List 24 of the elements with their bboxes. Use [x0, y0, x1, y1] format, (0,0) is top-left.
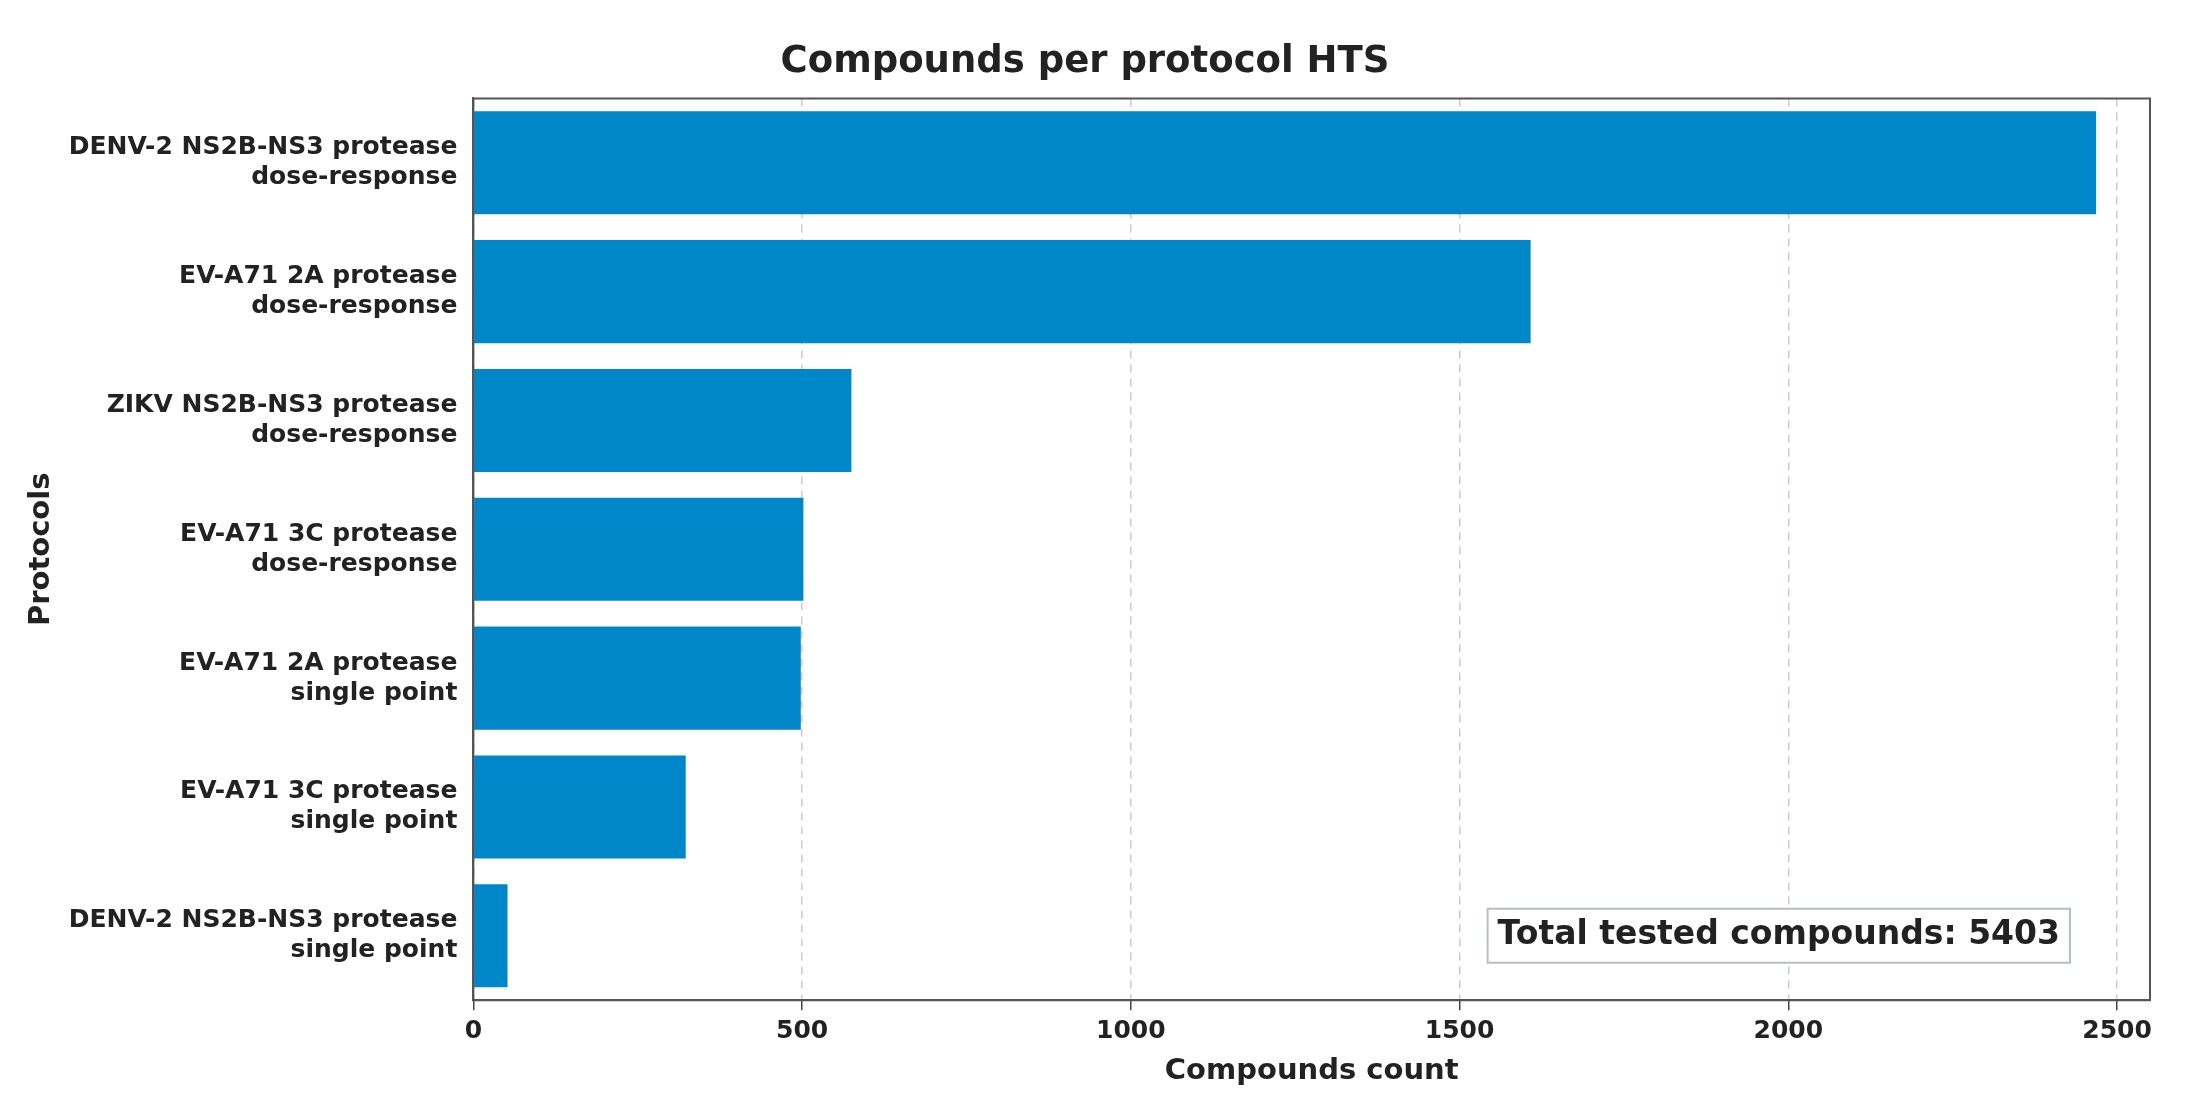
annotation: Total tested compounds: 5403	[1497, 913, 2060, 953]
x-tick-label: 1000	[1096, 1014, 1166, 1044]
y-tick-label: EV-A71 3C protease single point	[180, 775, 458, 835]
x-axis-title: Compounds count	[1164, 1052, 1459, 1087]
x-tick-label: 500	[776, 1014, 829, 1044]
bar	[474, 884, 508, 988]
y-tick-label: DENV-2 NS2B-NS3 protease dose-response	[68, 131, 458, 191]
bar	[474, 626, 801, 730]
chart-title: Compounds per protocol HTS	[780, 37, 1390, 81]
x-tick-label: 0	[464, 1014, 483, 1044]
y-tick-label: EV-A71 2A protease single point	[179, 646, 458, 706]
bar	[474, 368, 852, 472]
bar	[474, 497, 804, 601]
bar	[474, 111, 2097, 215]
y-tick-label: ZIKV NS2B-NS3 protease dose-response	[106, 388, 458, 448]
bar	[474, 755, 686, 859]
y-tick-label: DENV-2 NS2B-NS3 protease single point	[68, 904, 458, 964]
x-tick-label: 2500	[2082, 1014, 2152, 1044]
bar	[474, 240, 1531, 344]
y-tick-label: EV-A71 3C protease dose-response	[180, 517, 458, 577]
x-tick-label: 1500	[1424, 1014, 1495, 1044]
x-tick-label: 2000	[1753, 1014, 1824, 1044]
y-axis-title: Protocols	[21, 472, 56, 627]
y-tick-label: EV-A71 2A protease dose-response	[179, 260, 458, 320]
